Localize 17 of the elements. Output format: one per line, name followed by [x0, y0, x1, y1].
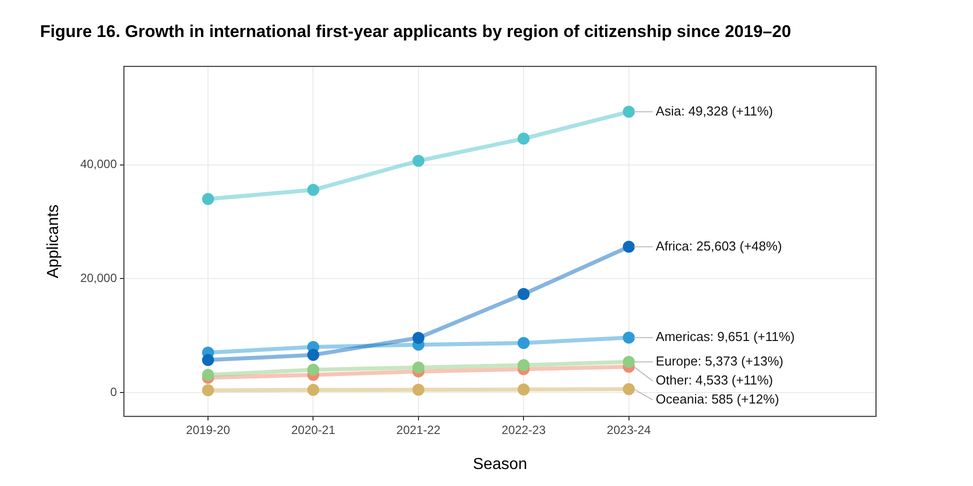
annotation: Europe: 5,373 (+13%) — [656, 354, 784, 368]
annotation: Oceania: 585 (+12%) — [656, 392, 780, 406]
annotation: Other: 4,533 (+11%) — [656, 372, 773, 388]
x-tick-label: 2022-23 — [502, 422, 546, 437]
y-axis-title: Applicants — [45, 204, 62, 278]
annotation: Americas: 9,651 (+11%) — [656, 329, 795, 344]
x-axis-title: Season — [472, 456, 528, 473]
x-tick-label: 2019-20 — [186, 422, 230, 437]
x-tick-label: 2020-21 — [291, 422, 336, 437]
chart-title: Figure 16. Growth in international first-year applicants by region of citizenship since 2019–20 — [40, 22, 792, 41]
y-tick-label: 20,000 — [80, 270, 118, 285]
x-tick-label: 2021-22 — [396, 422, 441, 437]
x-tick-label: 2023-24 — [606, 422, 652, 437]
annotation: Asia: 49,328 (+11%) — [656, 103, 774, 118]
y-tick-label: 0 — [110, 384, 118, 399]
annotation: Africa: 25,603 (+48%) — [656, 238, 782, 254]
y-tick-label: 40,000 — [80, 157, 118, 172]
